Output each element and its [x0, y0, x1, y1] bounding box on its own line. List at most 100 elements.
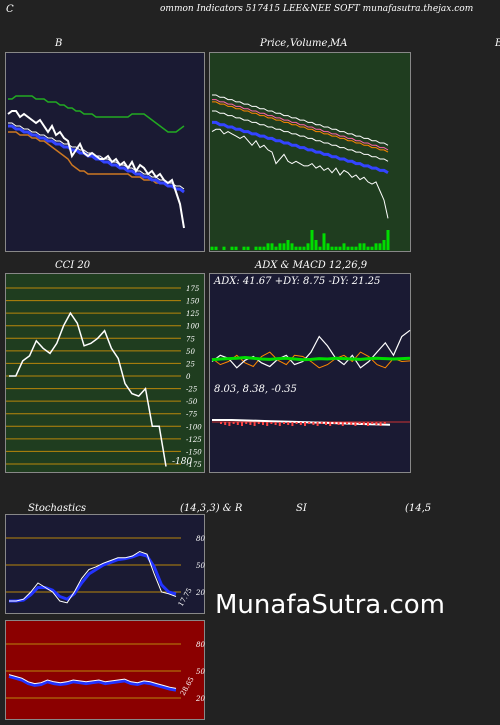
rsi-last-value: 28.65 [179, 676, 196, 697]
volume-bar [294, 246, 298, 250]
volume-bar [230, 246, 234, 250]
cci-tick-label: -150 [186, 448, 202, 456]
volume-bar [258, 246, 262, 250]
volume-bar [274, 246, 278, 250]
macd-hist-bar [371, 422, 374, 424]
rsi-tick-label: 20 [195, 695, 205, 703]
stoch-k-line [9, 550, 177, 604]
price-panel [209, 52, 411, 252]
cci-tick-label: 50 [186, 348, 195, 356]
volume-bar [346, 246, 350, 250]
macd-hist-bar [283, 422, 285, 424]
cci-panel-title: CCI 20 [55, 260, 91, 271]
price-ma-orange-line [212, 101, 389, 153]
macd-hist-bar [304, 422, 306, 426]
adx-minus-dy-line [211, 351, 411, 369]
cci-tick-label: -175 [186, 461, 202, 469]
volume-bar [382, 240, 386, 250]
volume-bar [210, 246, 214, 250]
volume-bar [326, 243, 330, 250]
macd-hist-bar [346, 422, 348, 424]
price-line [211, 128, 389, 219]
volume-bar [266, 243, 270, 250]
macd-hist-bar [316, 422, 319, 426]
stoch-tick-label: 80 [196, 535, 205, 543]
b-panel [5, 52, 205, 252]
cci-tick-label: 175 [186, 285, 200, 293]
volume-bar [342, 243, 346, 250]
cci-tick-label: 125 [186, 310, 200, 318]
stoch-panel-title-mid: (14,3,3) & R [180, 503, 243, 514]
header-left-letter: C [6, 4, 14, 15]
adx-panel-title: ADX & MACD 12,26,9 [255, 260, 368, 271]
volume-bar [306, 243, 310, 250]
macd-hist-bar [253, 422, 256, 426]
cci-tick-label: 0 [186, 373, 191, 381]
macd-hist-bar [383, 422, 386, 424]
price-panel-title-ma: MA [330, 38, 348, 49]
rsi-tick-label: 80 [196, 641, 205, 649]
macd-hist-bar [241, 422, 243, 426]
volume-bar [386, 230, 390, 250]
price-panel-edge-letter: B [495, 38, 500, 49]
volume-bar [282, 243, 286, 250]
cci-last-value: -180 [172, 457, 192, 467]
adx-panel: ADX: 41.67 +DY: 8.75 -DY: 21.25 8.03, 8.… [209, 273, 411, 473]
macd-hist-bar [312, 422, 315, 425]
volume-bar [242, 246, 246, 250]
price-ma-white-line-2 [212, 110, 389, 162]
macd-hist-bar [379, 422, 382, 426]
macd-hist-bar [245, 422, 248, 424]
volume-bar [366, 246, 370, 250]
cci-tick-label: -125 [186, 436, 202, 444]
macd-hist-bar [274, 422, 277, 425]
cci-chart: 175 150 125 100 75 50 25 0 -25 -50 -75 -100 -125 -150… [6, 285, 202, 469]
stoch-panel-title-far: (14,5 [405, 503, 432, 514]
macd-hist-bar [291, 422, 294, 426]
rsi-panel: 80 50 20 28.65 [5, 620, 205, 720]
macd-hist-bar [299, 422, 302, 425]
volume-bar [350, 246, 354, 250]
macd-hist-bar [308, 422, 311, 424]
macd-hist-bar [295, 422, 298, 424]
cci-line [9, 311, 167, 467]
cci-tick-label: 100 [186, 323, 200, 331]
b-price-line [7, 110, 185, 229]
volume-bar [290, 243, 294, 250]
stoch-panel-title-left: Stochastics [28, 503, 86, 514]
b-panel-title: B [55, 38, 63, 49]
macd-hist-bar [266, 422, 269, 426]
watermark: MunafaSutra.com [215, 590, 446, 620]
volume-bar [222, 246, 226, 250]
price-chart [210, 94, 390, 250]
stoch-d-line [9, 552, 177, 603]
volume-bar [302, 246, 306, 250]
cci-tick-label: -50 [186, 398, 198, 406]
stoch-tick-label: 50 [196, 562, 205, 570]
price-ma-pink-line [212, 99, 389, 151]
price-ma-blue-line [212, 120, 389, 175]
volume-bar [310, 230, 314, 250]
cci-tick-label: 25 [185, 360, 195, 368]
volume-bar [318, 246, 322, 250]
adx-chart [211, 329, 411, 426]
macd-hist-bar [220, 422, 222, 424]
macd-hist-bar [278, 422, 281, 426]
volume-bar [354, 246, 358, 250]
rsi-tick-label: 50 [196, 668, 205, 676]
macd-hist-bar [354, 422, 357, 426]
macd-hist-bar [270, 422, 273, 424]
macd-hist-bar [325, 422, 327, 425]
volume-bar [370, 246, 374, 250]
stoch-panel: 80 50 20 17.75 [5, 514, 205, 614]
macd-hist-bar [329, 422, 332, 426]
cci-tick-label: 150 [186, 298, 200, 306]
b-chart [7, 95, 185, 229]
volume-bar [334, 246, 338, 250]
stoch-last-value: 17.75 [177, 587, 194, 608]
stoch-tick-label: 20 [195, 589, 205, 597]
macd-hist-bar [341, 422, 344, 426]
volume-bar [374, 243, 378, 250]
macd-hist-bar [232, 422, 235, 424]
